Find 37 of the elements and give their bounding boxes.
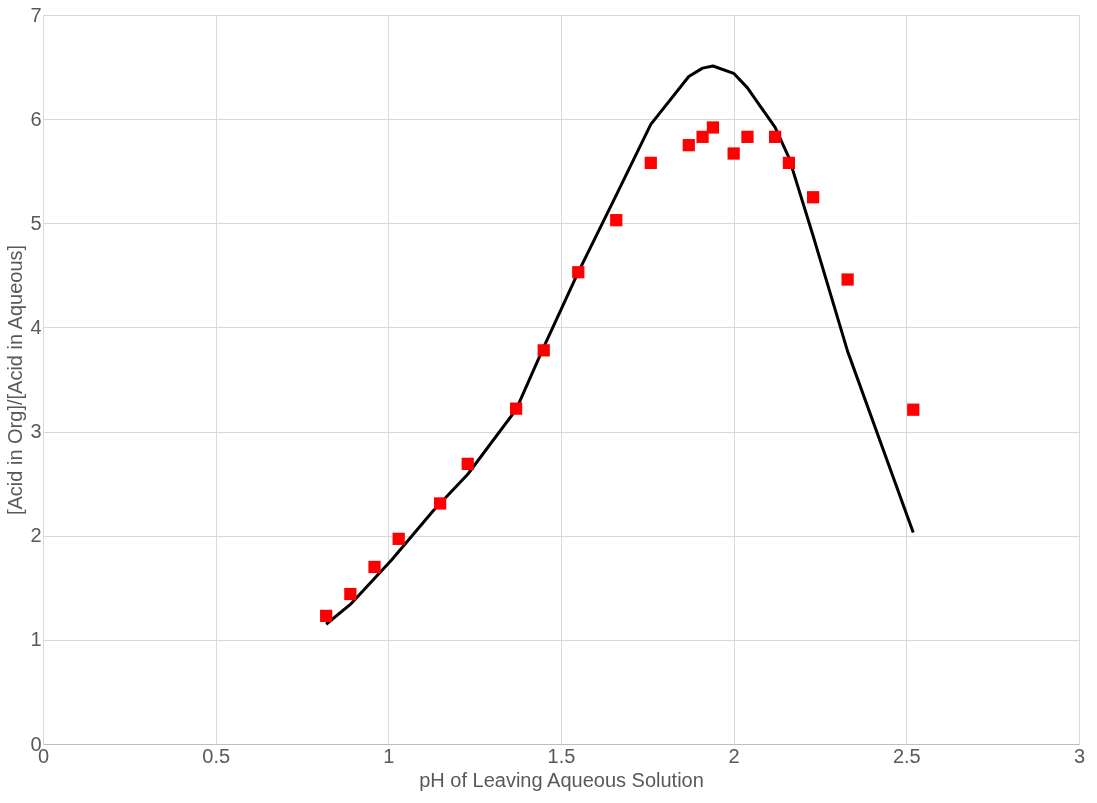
- x-tick-label: 2.5: [892, 744, 921, 767]
- point: [768, 130, 782, 143]
- line-series: [324, 64, 915, 626]
- x-tick-label: 1.5: [547, 744, 576, 767]
- x-axis-title: pH of Leaving Aqueous Solution: [419, 768, 704, 791]
- point: [841, 273, 854, 286]
- point: [344, 587, 357, 601]
- x-tick-label: 0.5: [202, 744, 231, 767]
- point: [509, 402, 523, 415]
- y-axis-title: [Acid in Org]/[Acid in Aqueous]: [4, 244, 27, 516]
- point: [572, 266, 585, 279]
- point: [392, 532, 405, 545]
- y-tick-label: 2: [30, 524, 42, 547]
- y-tick-label: 7: [30, 3, 42, 26]
- y-tick-label: 1: [30, 628, 42, 651]
- point: [644, 156, 657, 170]
- point: [741, 130, 754, 143]
- y-tick-label: 3: [30, 420, 42, 443]
- x-tick-label: 3: [1073, 744, 1086, 767]
- point: [537, 344, 550, 357]
- point: [434, 497, 447, 510]
- x-tick-label: 1: [383, 744, 395, 767]
- point: [682, 139, 695, 152]
- point: [461, 457, 474, 470]
- point: [610, 214, 623, 227]
- point: [696, 130, 709, 143]
- point: [368, 560, 381, 574]
- y-tick-label: 5: [30, 211, 42, 234]
- point: [782, 156, 796, 170]
- point: [907, 403, 920, 416]
- point: [320, 609, 333, 623]
- y-tick-label: 6: [30, 107, 42, 130]
- point: [706, 121, 720, 134]
- x-tick-label: 2: [728, 744, 740, 767]
- point: [806, 191, 820, 204]
- point: [727, 147, 740, 160]
- y-tick-label: 4: [30, 315, 42, 338]
